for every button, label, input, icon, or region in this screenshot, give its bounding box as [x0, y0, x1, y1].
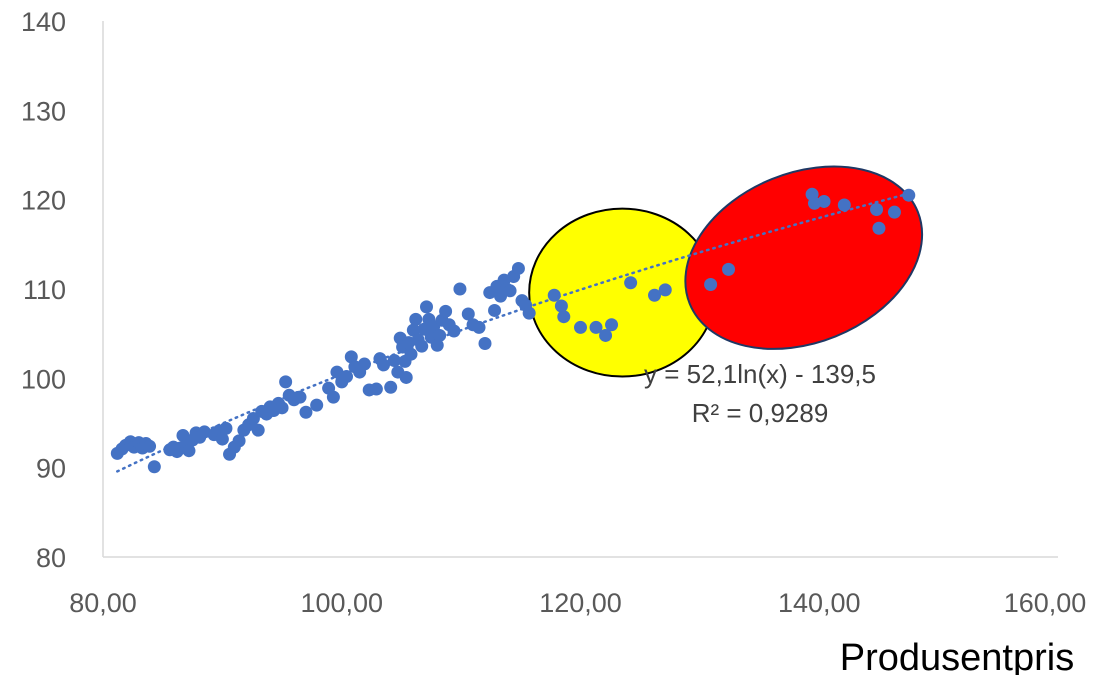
data-point [384, 380, 398, 394]
data-point [461, 307, 475, 321]
data-point [447, 324, 461, 338]
data-point [837, 198, 851, 212]
data-point [722, 262, 736, 276]
data-point [406, 323, 420, 337]
data-point [409, 312, 423, 326]
data-point [430, 338, 444, 352]
axes [102, 21, 1058, 558]
data-point [340, 370, 354, 384]
data-point [399, 370, 413, 384]
y-tick-label: 80 [36, 543, 66, 573]
data-point [472, 320, 486, 334]
data-point [215, 432, 229, 446]
data-point [415, 339, 429, 353]
data-point [870, 202, 884, 216]
data-point [251, 423, 265, 437]
data-point [817, 194, 831, 208]
data-point [143, 439, 157, 453]
data-point [182, 444, 196, 458]
x-tick-label: 140,00 [778, 588, 861, 618]
data-point [404, 347, 418, 361]
data-point [624, 276, 638, 290]
trendline-path [116, 192, 911, 473]
data-point [503, 284, 517, 298]
data-point [704, 278, 718, 292]
data-point [219, 421, 233, 435]
data-point [574, 320, 587, 334]
data-point [902, 188, 916, 202]
x-tick-label: 80,00 [69, 588, 137, 618]
data-point [357, 357, 371, 371]
y-tick-label: 130 [21, 96, 66, 126]
data-point [147, 460, 161, 474]
data-point [599, 328, 613, 342]
data-point [488, 303, 502, 317]
data-point [511, 261, 525, 275]
data-point [299, 405, 313, 419]
data-point [554, 299, 568, 313]
data-point [589, 320, 603, 334]
data-point [648, 288, 662, 302]
tick-labels: 80 90 100 110 120 130 140 80,00 100,00 120,00 140,… [21, 7, 1086, 618]
data-point [326, 390, 340, 404]
data-point [377, 358, 391, 372]
data-point [522, 306, 536, 320]
data-point [232, 434, 246, 448]
y-tick-label: 120 [21, 186, 66, 216]
data-point [547, 288, 561, 302]
x-tick-label: 160,00 [1004, 588, 1087, 618]
data-points [110, 187, 916, 474]
y-tick-label: 100 [21, 364, 66, 394]
data-point [433, 328, 447, 342]
data-point [387, 353, 401, 367]
data-point [344, 350, 358, 364]
data-point [275, 401, 289, 415]
data-point [453, 282, 467, 296]
highlight-ellipses [528, 165, 924, 378]
data-point [478, 336, 492, 350]
r-squared-label: R² = 0,9289 [692, 398, 829, 428]
y-tick-label: 140 [21, 7, 66, 37]
trendline-equation: y = 52,1ln(x) - 139,5 [644, 359, 876, 389]
data-point [369, 382, 383, 396]
data-point [439, 304, 453, 318]
highlight-ellipse-2 [684, 165, 924, 350]
data-point [872, 221, 886, 235]
data-point [310, 398, 324, 412]
x-tick-label: 120,00 [539, 588, 622, 618]
data-point [420, 300, 434, 314]
data-point [658, 283, 672, 297]
trendline [116, 192, 911, 473]
y-tick-label: 110 [23, 275, 66, 305]
data-point [293, 390, 307, 404]
x-axis-label: Produsentpris [840, 637, 1074, 675]
data-point [605, 318, 619, 332]
x-tick-label: 100,00 [300, 588, 383, 618]
y-tick-label: 90 [36, 454, 66, 484]
data-point [557, 310, 571, 324]
data-point [887, 205, 901, 219]
data-point [279, 375, 293, 389]
